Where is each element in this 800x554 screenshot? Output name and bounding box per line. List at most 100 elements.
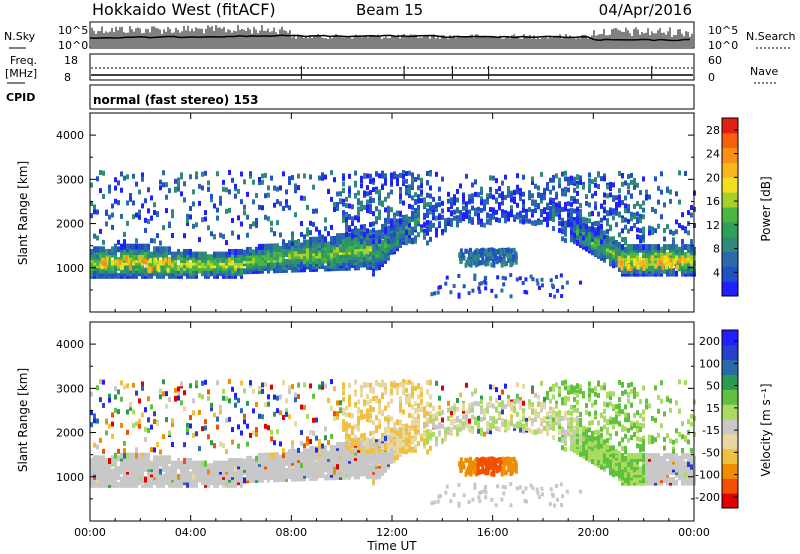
data-cell: [639, 244, 642, 251]
data-cell: [345, 433, 348, 439]
data-cell: [624, 267, 627, 274]
data-cell: [402, 173, 405, 179]
data-cell: [336, 415, 339, 421]
data-cell: [111, 421, 114, 427]
data-cell: [429, 429, 432, 435]
data-cell: [522, 219, 525, 225]
data-cell: [168, 246, 171, 253]
data-cell: [449, 290, 453, 295]
data-cell: [216, 380, 219, 386]
data-cell: [105, 209, 108, 215]
data-cell: [627, 228, 630, 234]
data-cell: [591, 193, 594, 199]
data-cell: [408, 238, 411, 244]
data-cell: [462, 421, 465, 427]
data-cell: [129, 196, 132, 202]
data-cell: [153, 447, 156, 453]
data-cell: [192, 460, 195, 467]
data-cell: [420, 227, 423, 233]
data-cell: [612, 215, 615, 221]
data-cell: [438, 285, 442, 290]
data-cell: [309, 250, 312, 257]
data-cell: [360, 384, 363, 390]
data-cell: [594, 221, 597, 227]
data-cell: [423, 441, 426, 447]
data-cell: [264, 193, 267, 199]
data-cell: [273, 261, 276, 268]
data-cell: [597, 239, 600, 246]
data-cell: [453, 194, 456, 200]
data-cell: [294, 459, 297, 466]
data-cell: [414, 238, 417, 244]
data-cell: [405, 449, 408, 455]
data-cell: [348, 394, 351, 400]
data-cell: [369, 387, 372, 393]
data-cell: [492, 175, 495, 181]
data-cell: [504, 383, 507, 389]
data-cell: [105, 457, 108, 464]
data-cell: [500, 262, 504, 268]
data-cell: [477, 206, 480, 212]
data-cell: [606, 193, 609, 199]
data-cell: [384, 445, 387, 451]
data-cell: [666, 244, 669, 251]
data-cell: [132, 248, 135, 255]
data-cell: [270, 429, 273, 435]
data-cell: [288, 414, 291, 420]
data-cell: [474, 400, 477, 406]
data-cell: [618, 232, 621, 238]
data-cell: [357, 206, 360, 212]
data-cell: [490, 288, 494, 293]
data-cell: [303, 239, 306, 246]
data-cell: [300, 253, 303, 260]
data-cell: [420, 189, 423, 195]
data-cell: [627, 189, 630, 195]
data-cell: [318, 234, 321, 240]
data-cell: [219, 409, 222, 415]
data-cell: [660, 260, 664, 266]
data-cell: [615, 209, 618, 215]
data-cell: [429, 209, 432, 215]
data-cell: [90, 391, 93, 397]
data-cell: [357, 420, 360, 426]
data-cell: [306, 227, 309, 233]
data-cell: [111, 203, 114, 209]
data-cell: [222, 388, 225, 394]
data-cell: [405, 428, 408, 435]
data-cell: [222, 234, 225, 240]
data-cell: [462, 212, 465, 218]
data-cell: [369, 431, 372, 437]
data-cell: [489, 216, 492, 222]
data-cell: [360, 433, 363, 439]
data-cell: [189, 206, 192, 212]
data-cell: [528, 207, 531, 213]
data-cell: [627, 244, 630, 251]
data-cell: [675, 254, 678, 261]
data-cell: [588, 178, 591, 184]
data-cell: [90, 201, 93, 207]
data-cell: [429, 411, 432, 417]
data-cell: [234, 402, 237, 408]
data-cell: [540, 212, 543, 218]
data-cell: [548, 293, 552, 298]
data-cell: [231, 230, 234, 236]
data-cell: [474, 209, 477, 215]
data-cell: [462, 197, 465, 203]
data-cell: [375, 415, 378, 421]
data-cell: [129, 192, 132, 198]
data-cell: [492, 252, 496, 258]
data-cell: [177, 457, 180, 464]
data-cell: [564, 201, 567, 207]
data-cell: [531, 277, 535, 282]
data-cell: [354, 402, 357, 408]
data-cell: [357, 200, 360, 206]
data-cell: [600, 203, 603, 209]
colorbar-cell: [722, 192, 738, 208]
data-cell: [162, 264, 165, 271]
data-cell: [291, 231, 294, 237]
data-cell: [390, 416, 393, 422]
data-cell: [414, 235, 417, 241]
data-cell: [513, 190, 516, 196]
data-cell: [300, 470, 303, 477]
data-cell: [168, 465, 171, 472]
